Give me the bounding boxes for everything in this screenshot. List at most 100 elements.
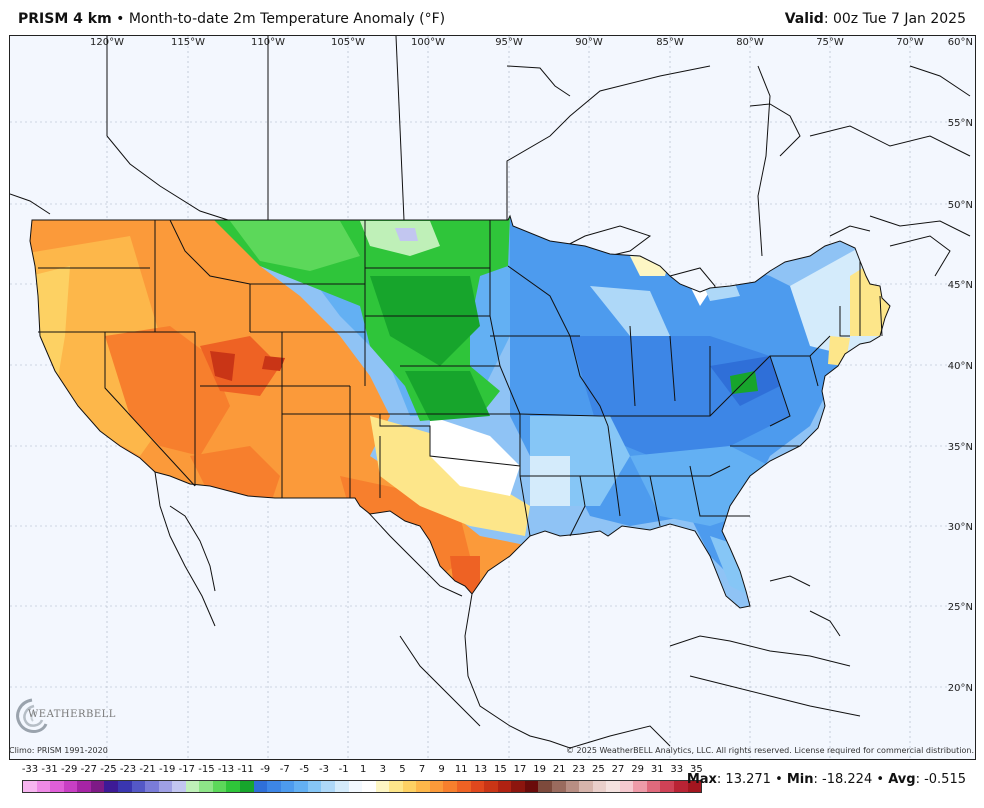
lon-label: 105°W — [331, 37, 365, 48]
legend-swatch — [307, 781, 322, 792]
legend-swatch — [212, 781, 227, 792]
legend-tick-label: -11 — [237, 764, 254, 775]
field-stats: Max: 13.271 • Min: -18.224 • Avg: -0.515 — [687, 772, 966, 787]
legend-swatch — [470, 781, 485, 792]
anomaly-map: 120°W 115°W 110°W 105°W 100°W 95°W 90°W … — [10, 36, 975, 759]
max-label: Max — [686, 772, 717, 787]
legend-swatch — [660, 781, 674, 792]
lat-label: 35°N — [948, 442, 973, 453]
legend-swatch — [619, 781, 634, 792]
legend-swatch — [538, 781, 552, 792]
legend-swatch — [172, 781, 186, 792]
latitude-labels: 55°N 50°N 45°N 40°N 35°N 30°N 25°N 20°N — [948, 118, 973, 694]
map-frame: 120°W 115°W 110°W 105°W 100°W 95°W 90°W … — [9, 35, 976, 760]
lon-label: 75°W — [816, 37, 844, 48]
model-name: PRISM 4 km — [18, 11, 112, 27]
max-value: : 13.271 — [716, 772, 771, 787]
legend-tick-label: -5 — [299, 764, 310, 775]
legend-colorbar — [22, 780, 702, 793]
legend-swatch — [457, 781, 471, 792]
legend-swatch — [63, 781, 78, 792]
legend-swatch — [50, 781, 64, 792]
legend-tick-label: 31 — [650, 764, 664, 775]
legend-swatch — [90, 781, 105, 792]
lat-label: 20°N — [948, 683, 973, 694]
lon-label: 95°W — [495, 37, 523, 48]
legend-swatch — [280, 781, 295, 792]
legend-swatch — [389, 781, 403, 792]
avg-label: Avg — [888, 772, 916, 787]
legend-tick-label: -33 — [21, 764, 39, 775]
climo-credit: Climo: PRISM 1991-2020 — [9, 746, 108, 755]
lon-label: 120°W — [90, 37, 124, 48]
legend-tick-label: 27 — [611, 764, 625, 775]
title-separator: • — [116, 11, 125, 27]
logo-text: WEATHERBELL — [28, 709, 116, 720]
legend-swatch — [606, 781, 620, 792]
legend-tick-label: -17 — [178, 764, 195, 775]
legend-swatch — [362, 781, 376, 792]
legend-tick-label: -27 — [80, 764, 97, 775]
legend-swatch — [145, 781, 159, 792]
legend-swatch — [443, 781, 457, 792]
valid-label: Valid — [784, 11, 824, 27]
legend-swatch — [77, 781, 91, 792]
legend-ticks: -33 -31 -29 -27 -25 -23 -21 -19 -17 -15 -13 -11 -9 -7… — [21, 764, 703, 778]
swirl-icon — [16, 698, 48, 733]
lon-label: 80°W — [736, 37, 764, 48]
avg-value: : -0.515 — [915, 772, 966, 787]
valid-time: : 00z Tue 7 Jan 2025 — [823, 11, 966, 27]
lat-label: 25°N — [948, 602, 973, 613]
lat-label: 40°N — [948, 361, 973, 372]
weatherbell-logo: WEATHERBELL — [12, 696, 115, 740]
min-value: : -18.224 — [813, 772, 873, 787]
legend-swatch — [267, 781, 281, 792]
valid-time-block: Valid: 00z Tue 7 Jan 2025 — [785, 11, 966, 27]
legend-swatch — [551, 781, 566, 792]
legend-tick-label: 33 — [670, 764, 684, 775]
stats-separator: • — [775, 772, 783, 787]
legend-tick-label: -3 — [319, 764, 329, 775]
legend-swatch — [185, 781, 200, 792]
lat-label: 60°N — [948, 37, 973, 48]
longitude-labels: 120°W 115°W 110°W 105°W 100°W 95°W 90°W … — [90, 37, 973, 48]
legend-swatch — [36, 781, 51, 792]
lat-label: 55°N — [948, 118, 973, 129]
legend-tick-label: -31 — [41, 764, 58, 775]
legend-swatch — [334, 781, 349, 792]
legend-tick-label: 3 — [379, 764, 386, 775]
lat-label: 30°N — [948, 522, 973, 533]
legend-tick-label: -9 — [260, 764, 271, 775]
legend-tick-label: 5 — [399, 764, 406, 775]
legend-tick-label: 9 — [438, 764, 445, 775]
legend-tick-label: 15 — [494, 764, 507, 775]
legend-swatch — [240, 781, 254, 792]
legend-tick-label: -29 — [61, 764, 78, 775]
legend-swatch — [199, 781, 213, 792]
legend-tick-label: -15 — [198, 764, 215, 775]
legend-swatch — [375, 781, 390, 792]
legend-tick-label: 1 — [360, 764, 367, 775]
lon-label: 100°W — [411, 37, 445, 48]
legend-swatch — [497, 781, 512, 792]
legend-tick-label: 11 — [454, 764, 468, 775]
lon-label: 70°W — [896, 37, 924, 48]
map-title-block: PRISM 4 km • Month-to-date 2m Temperatur… — [18, 11, 445, 27]
legend-tick-label: 21 — [552, 764, 566, 775]
legend-tick-label: 17 — [513, 764, 527, 775]
legend-tick-label: -13 — [217, 764, 235, 775]
legend-swatch — [579, 781, 593, 792]
legend-swatch — [687, 781, 702, 792]
legend-tick-label: 25 — [592, 764, 605, 775]
legend-tick-label: -23 — [119, 764, 137, 775]
legend-swatch — [646, 781, 661, 792]
legend-tick-label: 29 — [631, 764, 644, 775]
lon-label: 90°W — [575, 37, 603, 48]
legend-swatch — [633, 781, 647, 792]
canada-borders — [10, 36, 971, 277]
state-borders — [29, 214, 891, 609]
legend-swatch — [253, 781, 268, 792]
legend-swatch — [321, 781, 335, 792]
legend-tick-label: -25 — [100, 764, 117, 775]
lon-label: 110°W — [251, 37, 285, 48]
